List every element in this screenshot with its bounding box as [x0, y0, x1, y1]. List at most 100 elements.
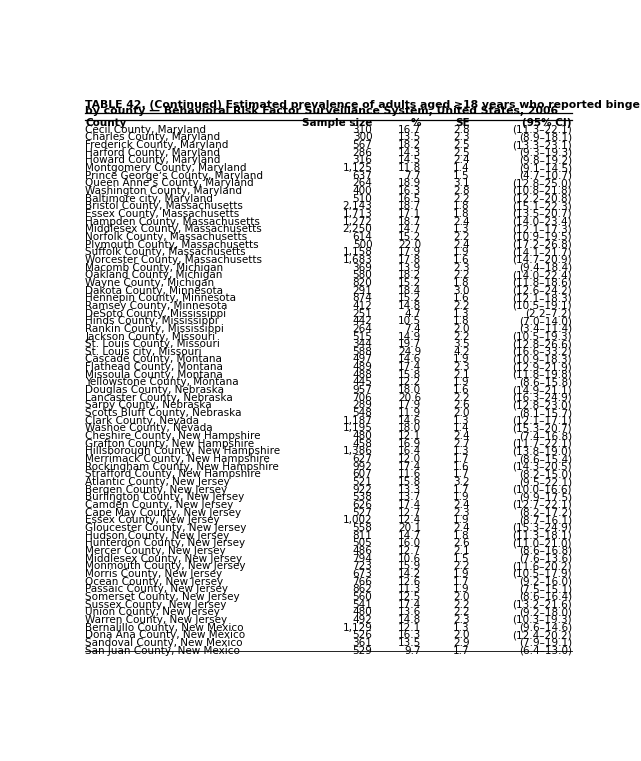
Text: 2.3: 2.3 [453, 615, 470, 625]
Text: 992: 992 [353, 462, 372, 472]
Text: 291: 291 [353, 285, 372, 295]
Text: (7.0–14.0): (7.0–14.0) [519, 316, 572, 326]
Text: 15.2: 15.2 [398, 293, 421, 303]
Text: Essex County, New Jersey: Essex County, New Jersey [85, 515, 220, 525]
Text: Prince Georgeʼs County, Maryland: Prince Georgeʼs County, Maryland [85, 170, 263, 180]
Text: Essex County, Massachusetts: Essex County, Massachusetts [85, 209, 239, 219]
Text: 14.8: 14.8 [398, 615, 421, 625]
Text: 7.4: 7.4 [404, 324, 421, 334]
Text: (10.3–19.3): (10.3–19.3) [512, 615, 572, 625]
Text: 16.0: 16.0 [398, 538, 421, 548]
Text: St. Louis city, Missouri: St. Louis city, Missouri [85, 347, 202, 357]
Text: Sandoval County, New Mexico: Sandoval County, New Mexico [85, 638, 242, 648]
Text: (15.1–22.3): (15.1–22.3) [512, 202, 572, 212]
Text: 529: 529 [353, 645, 372, 655]
Text: Macomb County, Michigan: Macomb County, Michigan [85, 263, 223, 272]
Text: 1,195: 1,195 [342, 423, 372, 434]
Text: TABLE 42. (Continued) Estimated prevalence of adults aged ≥18 years who reported: TABLE 42. (Continued) Estimated prevalen… [85, 100, 641, 110]
Text: Cascade County, Montana: Cascade County, Montana [85, 355, 222, 365]
Text: Wayne County, Michigan: Wayne County, Michigan [85, 278, 214, 288]
Text: Hunterdon County, New Jersey: Hunterdon County, New Jersey [85, 538, 246, 548]
Text: 862: 862 [353, 584, 372, 594]
Text: (9.6–14.6): (9.6–14.6) [519, 622, 572, 632]
Text: 607: 607 [353, 470, 372, 479]
Text: (9.9–17.5): (9.9–17.5) [519, 492, 572, 502]
Text: 2.5: 2.5 [453, 148, 470, 158]
Text: St. Louis County, Missouri: St. Louis County, Missouri [85, 339, 220, 349]
Text: (12.4–20.2): (12.4–20.2) [512, 630, 572, 640]
Text: 1.9: 1.9 [453, 515, 470, 525]
Text: 17.4: 17.4 [398, 600, 421, 610]
Text: (11.8–18.6): (11.8–18.6) [512, 278, 572, 288]
Text: 445: 445 [353, 377, 372, 387]
Text: 19.7: 19.7 [398, 339, 421, 349]
Text: Morris County, New Jersey: Morris County, New Jersey [85, 569, 222, 579]
Text: 11.8: 11.8 [398, 163, 421, 173]
Text: (9.8–19.2): (9.8–19.2) [519, 155, 572, 165]
Text: 316: 316 [353, 155, 372, 165]
Text: 2.3: 2.3 [453, 508, 470, 517]
Text: Hillsborough County, New Hampshire: Hillsborough County, New Hampshire [85, 447, 280, 457]
Text: (8.9–18.1): (8.9–18.1) [519, 132, 572, 142]
Text: 2,250: 2,250 [342, 224, 372, 234]
Text: 13.7: 13.7 [398, 492, 421, 502]
Text: 18.2: 18.2 [398, 140, 421, 150]
Text: 2.1: 2.1 [453, 370, 470, 380]
Text: 1,386: 1,386 [342, 447, 372, 457]
Text: Ocean County, New Jersey: Ocean County, New Jersey [85, 577, 223, 587]
Text: 1.3: 1.3 [453, 224, 470, 234]
Text: 2.2: 2.2 [453, 301, 470, 311]
Text: (8.6–15.4): (8.6–15.4) [519, 454, 572, 464]
Text: 673: 673 [353, 569, 372, 579]
Text: 12.5: 12.5 [398, 592, 421, 602]
Text: (16.6–33.2): (16.6–33.2) [512, 347, 572, 357]
Text: (11.7–22.1): (11.7–22.1) [512, 439, 572, 449]
Text: Middlesex County, Massachusetts: Middlesex County, Massachusetts [85, 224, 262, 234]
Text: (95% CI): (95% CI) [522, 118, 572, 128]
Text: SE: SE [455, 118, 470, 128]
Text: 251: 251 [353, 308, 372, 319]
Text: Suffolk County, Massachusetts: Suffolk County, Massachusetts [85, 247, 246, 257]
Text: 1.3: 1.3 [453, 447, 470, 457]
Text: 361: 361 [353, 638, 372, 648]
Text: Gloucester County, New Jersey: Gloucester County, New Jersey [85, 523, 247, 533]
Text: 16.3: 16.3 [398, 630, 421, 640]
Text: 2.2: 2.2 [453, 600, 470, 610]
Text: 12.2: 12.2 [398, 377, 421, 387]
Text: (9.2–18.0): (9.2–18.0) [519, 607, 572, 617]
Text: 3.1: 3.1 [453, 178, 470, 188]
Text: 1.3: 1.3 [453, 416, 470, 425]
Text: 1.6: 1.6 [453, 385, 470, 395]
Text: Norfolk County, Massachusetts: Norfolk County, Massachusetts [85, 232, 247, 242]
Text: Clark County, Nevada: Clark County, Nevada [85, 416, 199, 425]
Text: Queen Anneʼs County, Maryland: Queen Anneʼs County, Maryland [85, 178, 254, 188]
Text: 1.8: 1.8 [453, 530, 470, 540]
Text: (13.3–23.1): (13.3–23.1) [512, 140, 572, 150]
Text: 10.6: 10.6 [398, 553, 421, 564]
Text: (12.1–17.3): (12.1–17.3) [512, 224, 572, 234]
Text: 13.9: 13.9 [398, 263, 421, 272]
Text: Bristol County, Massachusetts: Bristol County, Massachusetts [85, 202, 243, 212]
Text: Merrimack County, New Hampshire: Merrimack County, New Hampshire [85, 454, 270, 464]
Text: (13.8–19.0): (13.8–19.0) [512, 447, 572, 457]
Text: 2.2: 2.2 [453, 332, 470, 342]
Text: (15.3–24.9): (15.3–24.9) [512, 523, 572, 533]
Text: 11.6: 11.6 [398, 470, 421, 479]
Text: 2.4: 2.4 [453, 500, 470, 510]
Text: (12.8–25.0): (12.8–25.0) [512, 178, 572, 188]
Text: 4.7: 4.7 [404, 308, 421, 319]
Text: 344: 344 [353, 339, 372, 349]
Text: (10.0–16.6): (10.0–16.6) [512, 485, 572, 495]
Text: 1.6: 1.6 [453, 462, 470, 472]
Text: Sussex County, New Jersey: Sussex County, New Jersey [85, 600, 226, 610]
Text: 1.9: 1.9 [453, 569, 470, 579]
Text: 12.6: 12.6 [398, 577, 421, 587]
Text: Worcester County, Massachusetts: Worcester County, Massachusetts [85, 255, 262, 265]
Text: 706: 706 [353, 393, 372, 403]
Text: 22.0: 22.0 [398, 240, 421, 250]
Text: 2.4: 2.4 [453, 431, 470, 441]
Text: 300: 300 [353, 132, 372, 142]
Text: (7.5–15.1): (7.5–15.1) [519, 584, 572, 594]
Text: 492: 492 [353, 615, 372, 625]
Text: 1.7: 1.7 [453, 645, 470, 655]
